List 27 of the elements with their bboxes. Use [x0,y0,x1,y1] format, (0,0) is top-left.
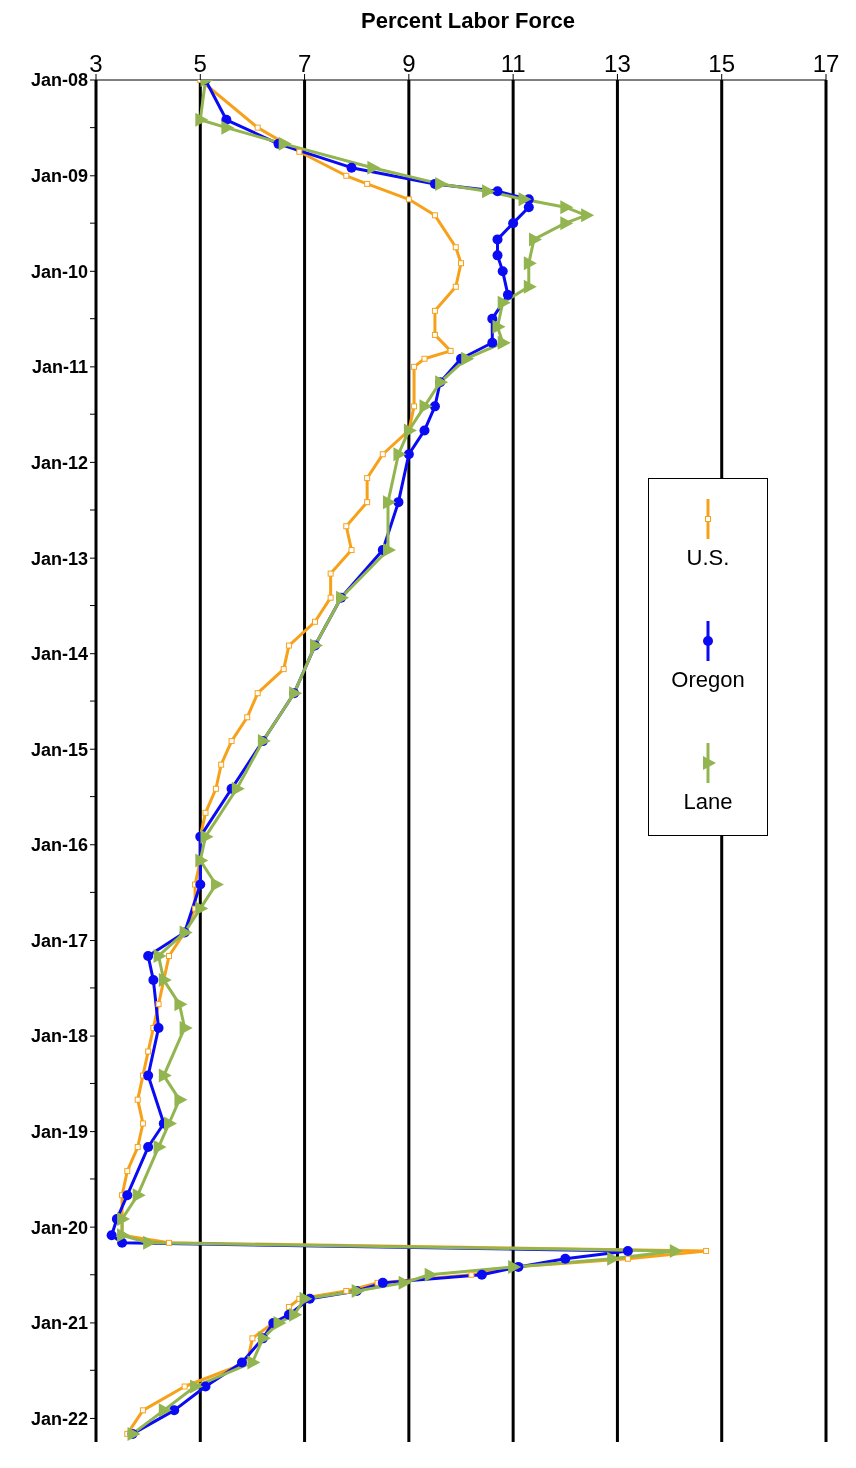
legend-label: U.S. [686,545,730,571]
x-tick-label: 15 [708,50,736,77]
y-tick-label: Jan-16 [30,835,88,856]
legend-label: Oregon [671,667,745,693]
x-tick-label: 3 [89,50,103,77]
y-tick-label: Jan-17 [30,930,88,951]
y-tick-label: Jan-19 [30,1121,88,1142]
y-tick-label: Jan-13 [30,548,88,569]
y-tick-label: Jan-10 [30,261,88,282]
x-tick-label: 13 [604,50,631,77]
x-axis-title: Percent Labor Force [360,8,576,35]
y-tick-label: Jan-20 [30,1217,88,1238]
y-tick-label: Jan-11 [31,357,88,378]
y-tick-label: Jan-22 [30,1408,88,1429]
y-tick-label: Jan-08 [30,70,88,91]
x-tick-label: 7 [297,50,312,77]
y-tick-label: Jan-12 [30,452,88,473]
x-tick-label: 11 [500,50,526,77]
x-tick-label: 17 [812,50,840,77]
legend-label: Lane [683,789,733,815]
x-tick-label: 9 [402,50,416,77]
y-tick-label: Jan-18 [30,1026,88,1047]
x-tick-label: 5 [193,50,207,77]
y-tick-label: Jan-14 [30,644,88,665]
y-tick-label: Jan-21 [30,1313,88,1334]
y-tick-label: Jan-15 [30,739,88,760]
y-tick-label: Jan-09 [30,166,88,187]
